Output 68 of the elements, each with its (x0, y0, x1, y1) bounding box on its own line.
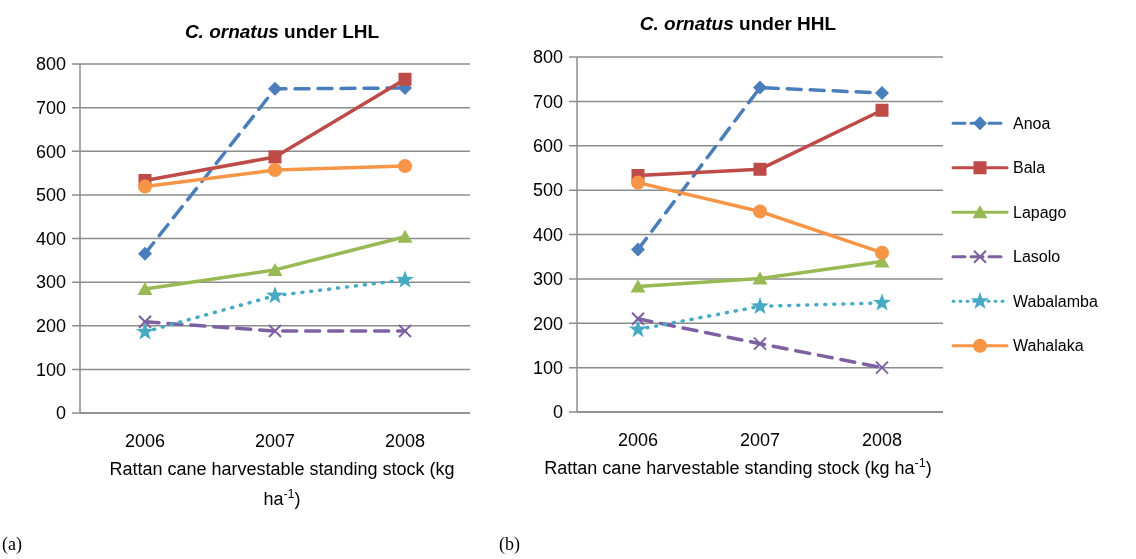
point (875, 103, 889, 117)
point (875, 245, 889, 260)
point (631, 175, 645, 190)
x-tick-label: 2007 (739, 430, 781, 450)
point (267, 262, 283, 276)
point (398, 323, 412, 338)
y-tick-label: 800 (35, 54, 66, 75)
point (138, 314, 152, 329)
x-tick-label: 2006 (617, 430, 659, 450)
point (872, 293, 892, 311)
y-tick-label: 600 (35, 141, 66, 162)
point (630, 279, 646, 293)
y-tick-label: 600 (532, 136, 563, 157)
x-tick-label: 2008 (384, 431, 426, 451)
point (631, 242, 645, 257)
text: (b) (499, 534, 520, 555)
y-tick-label: 0 (552, 402, 563, 423)
legend-label: Lapago (1013, 203, 1067, 221)
y-tick-label: 100 (532, 357, 563, 378)
y-tick-label: 700 (532, 91, 563, 112)
y-tick-label: 500 (532, 180, 563, 201)
y-tick-label: 400 (532, 224, 563, 245)
x-tick-label: 2008 (861, 430, 903, 450)
y-tick-label: 100 (35, 359, 66, 380)
point (268, 163, 282, 178)
point (395, 270, 415, 288)
point (875, 360, 889, 375)
x-tick-label: 2006 (124, 431, 166, 451)
chart-title: C. ornatus under HHL (639, 13, 837, 34)
point (398, 159, 412, 174)
x-axis-title: Rattan cane harvestable standing stock (kg ha$^{-1}$) (544, 456, 932, 478)
legend-label: Lasolo (1013, 248, 1061, 266)
point (265, 286, 285, 304)
point (138, 246, 152, 261)
y-tick-label: 500 (35, 185, 66, 206)
point (397, 229, 413, 243)
legend-label: Anoa (1013, 114, 1051, 132)
x-axis-title: Rattan cane harvestable standing stock (kg ha$^{-1}$) (109, 459, 455, 509)
y-tick-label: 300 (35, 272, 66, 293)
legend-label: Bala (1013, 159, 1046, 177)
legend-label: Wabalamba (1013, 292, 1098, 310)
y-tick-label: 800 (532, 47, 563, 68)
point (753, 336, 767, 351)
legend-label: Wahalaka (1013, 337, 1084, 355)
point (631, 311, 645, 326)
point (752, 271, 768, 285)
point (268, 323, 282, 338)
point (138, 179, 152, 194)
y-tick-label: 700 (35, 97, 66, 118)
point (753, 80, 767, 95)
y-tick-label: 400 (35, 228, 66, 249)
y-tick-label: 0 (55, 403, 66, 424)
point (753, 162, 767, 176)
y-tick-label: 200 (532, 313, 563, 334)
point (137, 282, 153, 296)
y-tick-label: 300 (532, 269, 563, 290)
point (750, 296, 770, 315)
text: (a) (2, 534, 22, 555)
chart-title: C. ornatus under LHL (184, 21, 380, 42)
point (875, 85, 889, 100)
point (268, 81, 282, 96)
point (135, 322, 155, 340)
point (628, 319, 648, 338)
point (398, 72, 412, 86)
point (268, 150, 282, 164)
x-tick-label: 2007 (254, 431, 296, 451)
point (753, 204, 767, 219)
y-tick-label: 200 (35, 316, 66, 337)
